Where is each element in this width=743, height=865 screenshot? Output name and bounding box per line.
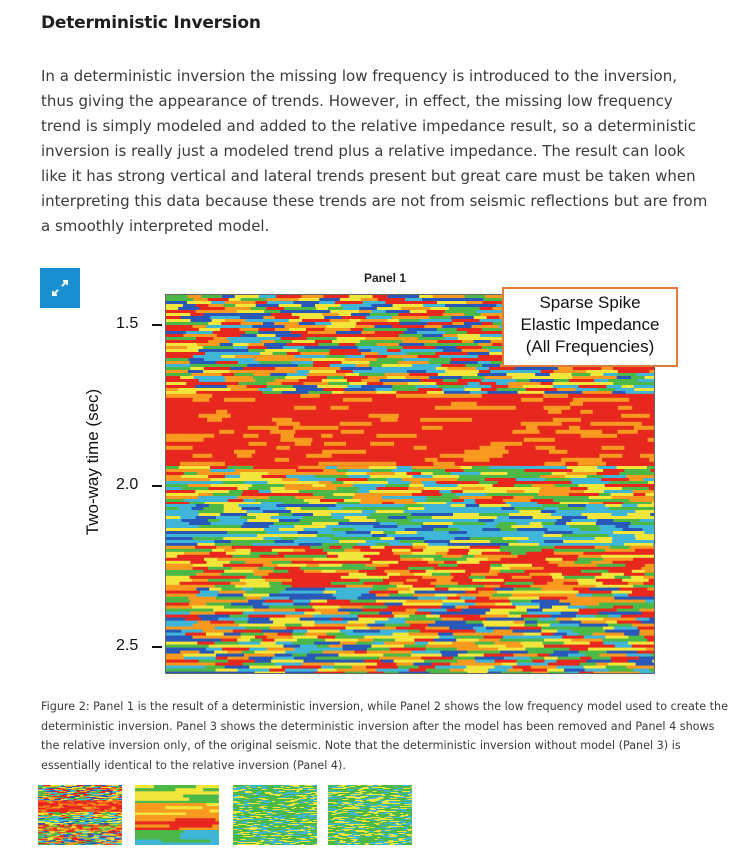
thumbnail-panel-4[interactable] <box>328 785 420 846</box>
tick-mark-2 <box>152 485 162 487</box>
y-axis-label: Two-way time (sec) <box>83 388 102 536</box>
tick-label-3: 2.5 <box>116 637 139 654</box>
legend-line-2: Elastic Impedance <box>520 315 660 334</box>
expand-arrows-icon <box>52 280 68 296</box>
thumbnail-strip <box>38 785 420 849</box>
figure-panel: Panel 1 Two-way time (sec) 1.5 2.0 2.5 S… <box>40 262 703 682</box>
figure-caption: Figure 2: Panel 1 is the result of a det… <box>41 700 729 772</box>
tick-label-2: 2.0 <box>116 476 139 493</box>
legend-line-1: Sparse Spike <box>539 293 641 312</box>
panel-title: Panel 1 <box>363 271 407 285</box>
legend-box: Sparse Spike Elastic Impedance (All Freq… <box>502 287 678 367</box>
section-heading: Deterministic Inversion <box>41 13 261 33</box>
tick-label-1: 1.5 <box>116 315 139 332</box>
tick-mark-1 <box>152 324 162 326</box>
expand-image-button[interactable] <box>40 268 80 308</box>
legend-line-3: (All Frequencies) <box>525 337 655 356</box>
thumbnail-panel-2[interactable] <box>135 785 264 847</box>
thumbnail-panel-1[interactable] <box>38 785 131 846</box>
body-paragraph: In a deterministic inversion the missing… <box>41 67 708 235</box>
thumbnail-panel-3[interactable] <box>233 785 325 846</box>
tick-mark-3 <box>152 646 162 648</box>
